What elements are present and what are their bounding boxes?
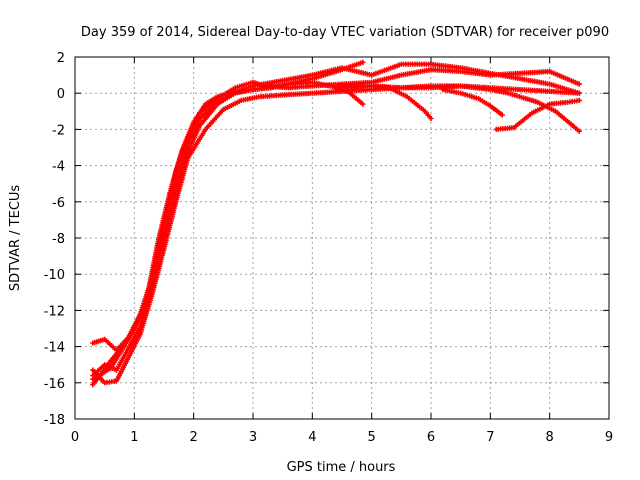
y-tick-label: -4 xyxy=(52,160,65,175)
data-point xyxy=(428,115,434,122)
data-point xyxy=(360,101,366,107)
y-axis-label: SDTVAR / TECUs xyxy=(8,185,23,292)
y-tick-label: 0 xyxy=(57,87,65,102)
series-layer xyxy=(90,59,582,388)
data-point xyxy=(576,97,582,103)
data-point xyxy=(360,59,366,65)
series-9 xyxy=(333,83,582,96)
y-tick-label: -14 xyxy=(44,341,65,356)
data-point xyxy=(576,90,582,96)
x-tick-label: 1 xyxy=(130,430,138,445)
series-7 xyxy=(440,87,505,118)
chart-title: Day 359 of 2014, Sidereal Day-to-day VTE… xyxy=(81,25,609,40)
x-tick-label: 5 xyxy=(368,430,376,445)
x-tick-label: 3 xyxy=(249,430,257,445)
y-tick-label: -12 xyxy=(44,304,65,319)
y-tick-label: -10 xyxy=(44,268,65,283)
x-tick-label: 9 xyxy=(605,430,613,445)
x-tick-label: 4 xyxy=(308,430,316,445)
x-tick-label: 8 xyxy=(546,430,554,445)
ticks-layer: 0 1 2 3 4 5 6 7 8 9 -18 -16 -14 -12 -10 -8 -6 -4 -2 0 2 xyxy=(44,51,613,445)
y-tick-label: -6 xyxy=(52,196,65,211)
grid-layer xyxy=(75,57,609,419)
y-tick-label: 2 xyxy=(57,51,65,66)
series-8 xyxy=(493,97,582,132)
series-5 xyxy=(90,79,366,382)
x-tick-label: 7 xyxy=(486,430,494,445)
data-point xyxy=(499,112,505,118)
y-tick-label: -2 xyxy=(52,123,65,138)
data-point xyxy=(576,81,582,87)
x-tick-label: 2 xyxy=(190,430,198,445)
series-4 xyxy=(90,83,582,386)
x-axis-label: GPS time / hours xyxy=(287,460,396,475)
x-tick-label: 6 xyxy=(427,430,435,445)
y-tick-label: -16 xyxy=(44,377,65,392)
x-tick-label: 0 xyxy=(71,430,79,445)
y-tick-label: -18 xyxy=(44,413,65,428)
data-point xyxy=(576,128,582,134)
y-tick-label: -8 xyxy=(52,232,65,247)
